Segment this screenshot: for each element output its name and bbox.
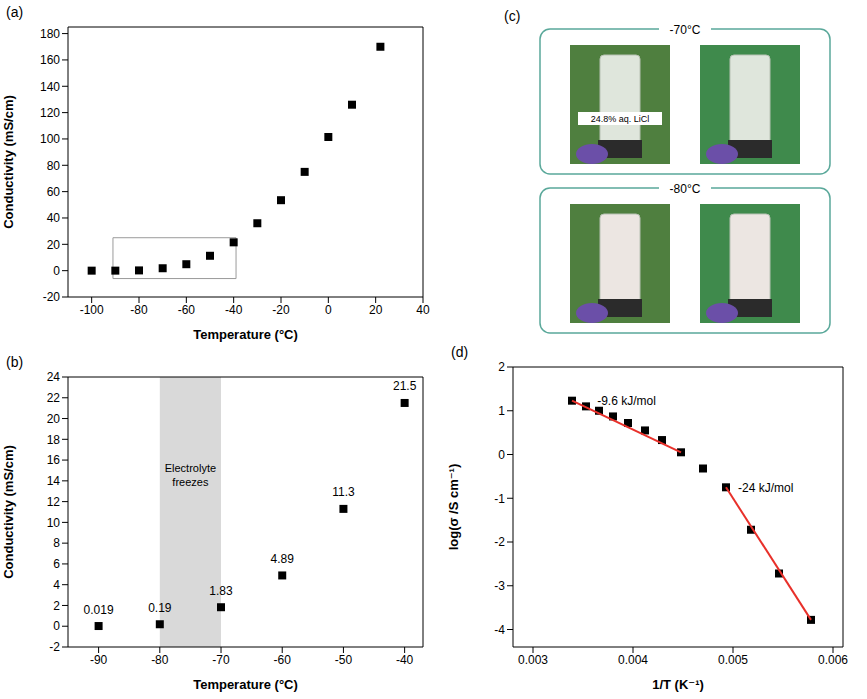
svg-text:12: 12 — [47, 495, 61, 509]
svg-text:0: 0 — [498, 448, 505, 462]
svg-text:1: 1 — [498, 404, 505, 418]
svg-text:Conductivity (mS/cm): Conductivity (mS/cm) — [1, 95, 16, 229]
svg-text:4: 4 — [53, 578, 60, 592]
svg-text:-2: -2 — [49, 640, 60, 654]
svg-text:-24 kJ/mol: -24 kJ/mol — [738, 481, 793, 495]
svg-text:40: 40 — [47, 211, 61, 225]
svg-text:11.3: 11.3 — [332, 485, 355, 499]
html-text:(b): (b) — [6, 354, 24, 370]
svg-text:4.89: 4.89 — [271, 552, 295, 566]
svg-text:-50: -50 — [335, 653, 353, 667]
svg-text:-80: -80 — [130, 303, 148, 317]
svg-text:2: 2 — [498, 360, 505, 374]
svg-text:-70: -70 — [212, 653, 230, 667]
svg-text:2: 2 — [53, 599, 60, 613]
svg-text:22: 22 — [47, 391, 61, 405]
svg-text:-60: -60 — [274, 653, 292, 667]
svg-text:180: 180 — [40, 27, 60, 41]
svg-text:0.003: 0.003 — [518, 653, 548, 667]
svg-text:-9.6 kJ/mol: -9.6 kJ/mol — [597, 394, 656, 408]
svg-text:(c): (c) — [504, 8, 520, 24]
svg-text:-40: -40 — [225, 303, 243, 317]
svg-text:24: 24 — [47, 370, 61, 384]
svg-text:20: 20 — [47, 412, 61, 426]
html-text:(d): (d) — [451, 344, 469, 360]
svg-text:24.8% aq. LiCl: 24.8% aq. LiCl — [591, 114, 650, 124]
svg-text:40: 40 — [416, 303, 430, 317]
svg-text:Conductivity (mS/cm): Conductivity (mS/cm) — [1, 445, 16, 579]
svg-text:-60: -60 — [178, 303, 196, 317]
svg-text:0.004: 0.004 — [618, 653, 648, 667]
svg-text:0.019: 0.019 — [84, 603, 114, 617]
svg-text:-20: -20 — [272, 303, 290, 317]
svg-text:-80°C: -80°C — [670, 182, 701, 196]
svg-text:-40: -40 — [396, 653, 414, 667]
svg-text:80: 80 — [47, 159, 61, 173]
svg-text:-70°C: -70°C — [670, 23, 701, 37]
svg-text:-100: -100 — [80, 303, 104, 317]
svg-text:21.5: 21.5 — [393, 379, 417, 393]
svg-text:1/T (K⁻¹): 1/T (K⁻¹) — [652, 677, 704, 692]
svg-text:0.19: 0.19 — [148, 601, 172, 615]
svg-text:0: 0 — [53, 619, 60, 633]
svg-text:0.005: 0.005 — [718, 653, 748, 667]
svg-text:-1: -1 — [494, 492, 505, 506]
svg-text:60: 60 — [47, 185, 61, 199]
svg-text:0: 0 — [325, 303, 332, 317]
svg-text:-2: -2 — [494, 535, 505, 549]
html-text:(a): (a) — [6, 4, 24, 20]
svg-text:8: 8 — [53, 536, 60, 550]
svg-text:100: 100 — [40, 132, 60, 146]
svg-text:140: 140 — [40, 80, 60, 94]
svg-text:-20: -20 — [43, 290, 61, 304]
svg-text:Temperature (°C): Temperature (°C) — [193, 327, 298, 342]
svg-text:14: 14 — [47, 474, 61, 488]
svg-text:-4: -4 — [494, 623, 505, 637]
svg-text:20: 20 — [369, 303, 383, 317]
svg-text:20: 20 — [47, 238, 61, 252]
svg-text:log(σ /S cm⁻¹): log(σ /S cm⁻¹) — [446, 464, 461, 551]
svg-text:Electrolytefreezes: Electrolytefreezes — [165, 462, 216, 488]
svg-text:0.006: 0.006 — [818, 653, 848, 667]
svg-text:160: 160 — [40, 53, 60, 67]
svg-text:16: 16 — [47, 453, 61, 467]
svg-text:18: 18 — [47, 433, 61, 447]
svg-text:Temperature (°C): Temperature (°C) — [193, 677, 298, 692]
svg-text:-80: -80 — [151, 653, 169, 667]
svg-text:10: 10 — [47, 516, 61, 530]
svg-text:120: 120 — [40, 106, 60, 120]
svg-text:1.83: 1.83 — [209, 584, 233, 598]
svg-text:-3: -3 — [494, 579, 505, 593]
svg-text:6: 6 — [53, 557, 60, 571]
svg-text:-90: -90 — [90, 653, 108, 667]
svg-text:0: 0 — [53, 264, 60, 278]
